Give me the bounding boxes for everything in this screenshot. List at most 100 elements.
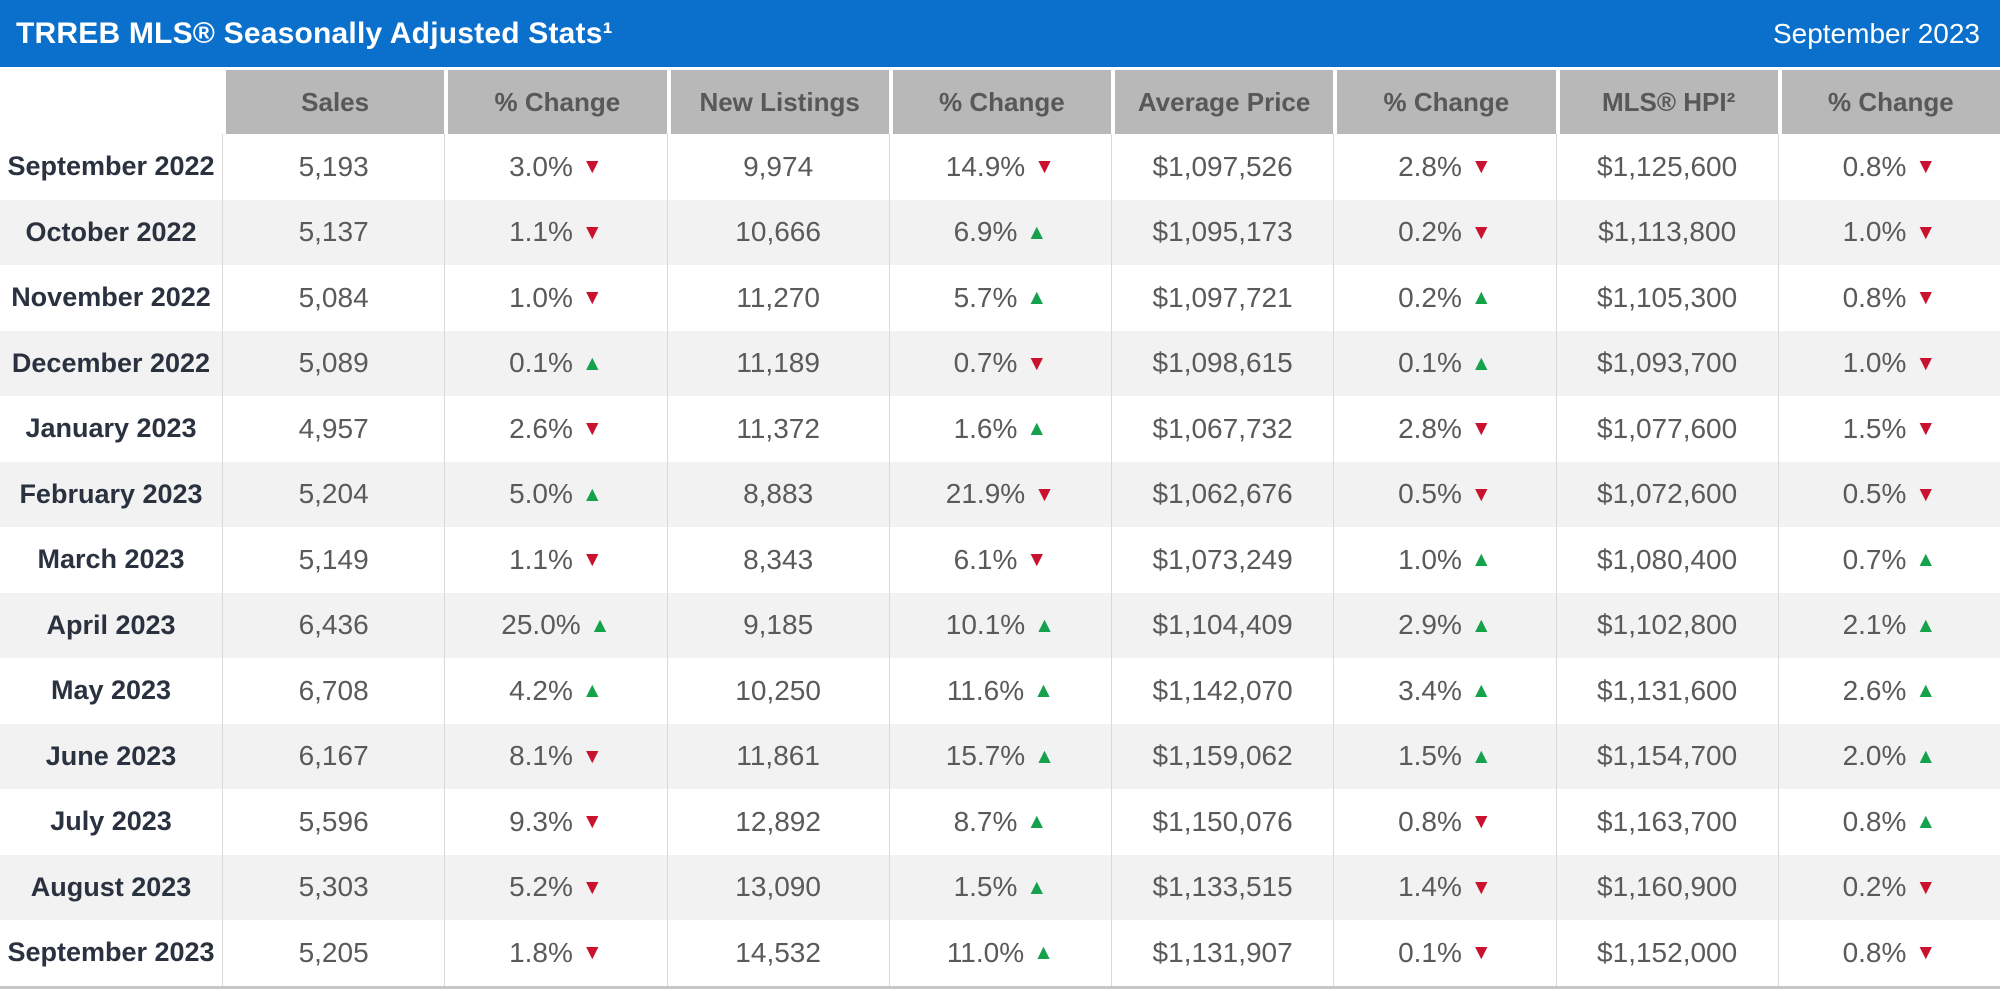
up-triangle-icon: ▲ — [1034, 613, 1055, 637]
cell-new-listings: 12,892 — [666, 789, 889, 855]
value-text: 8,883 — [743, 478, 814, 510]
report-period: September 2023 — [1772, 17, 1980, 49]
value-text: 11,189 — [736, 347, 820, 379]
value-text: $1,080,400 — [1597, 543, 1738, 575]
cell-average-price-change: 0.1% ▲ — [1333, 330, 1555, 396]
down-triangle-icon: ▼ — [1470, 810, 1492, 834]
column-header-change: % Change — [1333, 70, 1556, 134]
value-text: $1,105,300 — [1597, 281, 1738, 313]
down-triangle-icon: ▼ — [1026, 548, 1048, 572]
value-text: 1.5% — [1842, 412, 1907, 444]
cell-average-price: $1,073,249 — [1111, 527, 1333, 593]
value-text: 0.7% — [953, 347, 1018, 379]
cell-month: August 2023 — [30, 871, 192, 902]
down-triangle-icon: ▼ — [1470, 875, 1492, 899]
column-header-change: % Change — [444, 70, 667, 134]
cell-new-listings: 11,270 — [666, 265, 889, 331]
value-text: $1,133,515 — [1152, 871, 1293, 903]
value-text: 4,957 — [298, 412, 369, 444]
title-bar: TRREB MLS® Seasonally Adjusted Stats¹ Se… — [0, 0, 2000, 67]
value-text: $1,062,676 — [1152, 478, 1293, 510]
cell-average-price-change: 0.1% ▼ — [1333, 920, 1555, 986]
cell-average-price: $1,067,732 — [1111, 396, 1333, 462]
value-text: 0.1% — [1398, 347, 1462, 379]
table-row: January 2023 4,957 2.6% ▼ 11,372 1.6% ▲ $1,067,… — [0, 396, 2000, 462]
value-text: 5,084 — [298, 281, 369, 313]
down-triangle-icon: ▼ — [1034, 482, 1055, 506]
cell-sales: 5,204 — [222, 461, 444, 527]
value-text: 15.7% — [945, 740, 1026, 772]
value-text: 1.1% — [509, 543, 573, 575]
value-text: 5,089 — [298, 347, 369, 379]
cell-new-listings: 9,974 — [666, 134, 889, 200]
table-row: July 2023 5,596 9.3% ▼ 12,892 8.7% ▲ $1,150,076… — [0, 789, 2000, 855]
cell-new-listings-change: 6.1% ▼ — [888, 527, 1111, 593]
value-text: 0.8% — [1842, 805, 1907, 837]
cell-sales: 5,303 — [222, 854, 444, 920]
cell-new-listings-change: 8.7% ▲ — [888, 789, 1111, 855]
cell-sales-change: 4.2% ▲ — [444, 658, 666, 724]
value-text: $1,073,249 — [1152, 543, 1293, 575]
value-text: 6,708 — [298, 674, 369, 706]
up-triangle-icon: ▲ — [1915, 810, 1937, 834]
cell-average-price-change: 0.2% ▲ — [1333, 265, 1555, 331]
table-row: April 2023 6,436 25.0% ▲ 9,185 10.1% ▲ $1,104,4… — [0, 592, 2000, 658]
value-text: $1,098,615 — [1152, 347, 1293, 379]
down-triangle-icon: ▼ — [1026, 351, 1048, 375]
value-text: 5,596 — [298, 805, 369, 837]
value-text: 4.2% — [509, 674, 573, 706]
up-triangle-icon: ▲ — [1026, 875, 1048, 899]
value-text: $1,093,700 — [1597, 347, 1738, 379]
cell-sales: 5,205 — [222, 920, 444, 986]
down-triangle-icon: ▼ — [581, 941, 603, 965]
value-text: 2.9% — [1398, 609, 1462, 641]
value-text: 3.0% — [509, 150, 573, 182]
cell-mls-hpi: $1,080,400 — [1555, 527, 1778, 593]
down-triangle-icon: ▼ — [1470, 482, 1492, 506]
cell-new-listings: 10,250 — [666, 658, 889, 724]
table-row: November 2022 5,084 1.0% ▼ 11,270 5.7% ▲ $1,097… — [0, 265, 2000, 331]
cell-month: March 2023 — [37, 544, 185, 575]
cell-mls-hpi-change: 0.8% ▼ — [1777, 134, 2000, 200]
cell-sales: 4,957 — [222, 396, 444, 462]
cell-new-listings: 11,861 — [666, 723, 889, 789]
cell-month: September 2022 — [7, 151, 215, 182]
value-text: 11.6% — [946, 674, 1025, 706]
up-triangle-icon: ▲ — [1026, 810, 1048, 834]
cell-average-price: $1,095,173 — [1111, 199, 1333, 265]
value-text: 11,861 — [736, 740, 820, 772]
cell-new-listings: 10,666 — [666, 199, 889, 265]
cell-average-price: $1,142,070 — [1111, 658, 1333, 724]
cell-mls-hpi: $1,154,700 — [1555, 723, 1778, 789]
cell-sales: 5,089 — [222, 330, 444, 396]
cell-new-listings: 9,185 — [666, 592, 889, 658]
value-text: $1,163,700 — [1597, 805, 1738, 837]
down-triangle-icon: ▼ — [1470, 941, 1492, 965]
cell-month: April 2023 — [46, 609, 176, 640]
cell-mls-hpi: $1,125,600 — [1555, 134, 1778, 200]
cell-mls-hpi: $1,102,800 — [1555, 592, 1778, 658]
table-row: September 2023 5,205 1.8% ▼ 14,532 11.0% ▲ $1,1… — [0, 920, 2000, 986]
value-text: 0.2% — [1398, 216, 1462, 248]
cell-average-price-change: 1.5% ▲ — [1333, 723, 1555, 789]
up-triangle-icon: ▲ — [1026, 220, 1048, 244]
value-text: 10,666 — [735, 216, 821, 248]
cell-average-price: $1,097,721 — [1111, 265, 1333, 331]
value-text: 5.2% — [509, 871, 573, 903]
value-text: 2.8% — [1398, 412, 1462, 444]
value-text: 6,167 — [298, 740, 369, 772]
value-text: 10.1% — [945, 609, 1026, 641]
value-text: $1,154,700 — [1597, 740, 1738, 772]
value-text: 0.8% — [1398, 805, 1462, 837]
down-triangle-icon: ▼ — [1915, 351, 1937, 375]
cell-month: October 2022 — [25, 216, 197, 247]
value-text: 6,436 — [298, 609, 369, 641]
table-row: March 2023 5,149 1.1% ▼ 8,343 6.1% ▼ $1,073,249… — [0, 527, 2000, 593]
cell-sales: 5,193 — [222, 134, 444, 200]
value-text: 0.5% — [1842, 478, 1907, 510]
down-triangle-icon: ▼ — [1915, 875, 1937, 899]
cell-average-price: $1,097,526 — [1111, 134, 1333, 200]
cell-sales: 5,137 — [222, 199, 444, 265]
value-text: 5,193 — [298, 150, 369, 182]
value-text: 9.3% — [509, 805, 573, 837]
